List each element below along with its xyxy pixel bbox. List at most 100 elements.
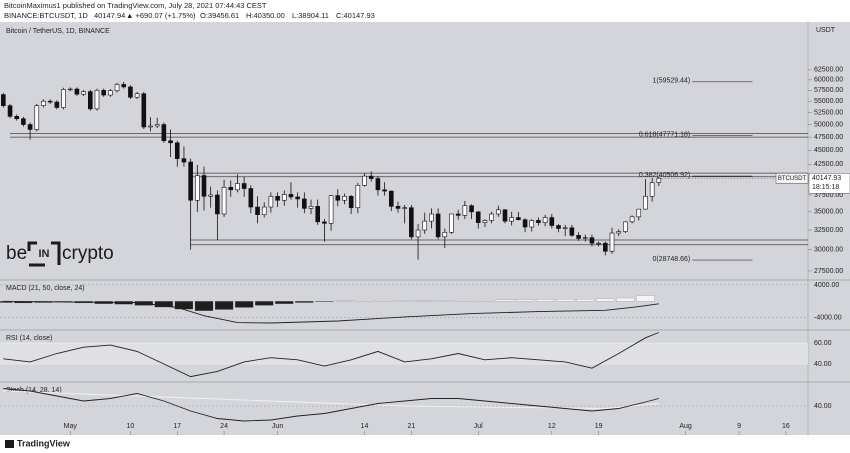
candle-body [442, 231, 448, 238]
indicator-title: MACD (21, 50, close, 24) [6, 285, 85, 292]
header-close: C:40147.93 [336, 11, 375, 20]
candle-body [161, 124, 167, 142]
histogram-bar [214, 301, 234, 310]
y-tick-label: 27500.00 [814, 268, 843, 275]
header-change: ▲ +690.07 (+1.75%) [126, 11, 196, 20]
candle-body [348, 195, 354, 209]
x-tick-label: 24 [220, 423, 228, 430]
y-tick-label: 42500.00 [814, 161, 843, 168]
header-symbol: BINANCE:BTCUSDT, 1D [4, 11, 88, 20]
candle-body [114, 84, 120, 92]
y-tick-label: 52500.00 [814, 109, 843, 116]
candle-body [7, 105, 13, 117]
candle-body [215, 194, 220, 215]
y-tick-label: 32500.00 [814, 227, 843, 234]
footer-bar [0, 435, 850, 453]
candle-body [27, 124, 33, 130]
candle-body [94, 90, 100, 110]
watermark-bracket [27, 241, 61, 267]
fib-label: 0(28748.66) [653, 256, 691, 263]
histogram-bar [255, 301, 274, 306]
y-tick-label: 50000.00 [814, 121, 843, 128]
candle-body [429, 213, 434, 222]
candle-body [395, 206, 401, 209]
candle-body [342, 195, 347, 201]
candle-body [54, 101, 60, 108]
candle-body [536, 220, 541, 223]
candle-body [221, 186, 227, 215]
candle-body [562, 227, 568, 229]
x-tick-label: 21 [407, 423, 415, 430]
y-tick-label: 60000.00 [814, 77, 843, 84]
candle-body [455, 213, 461, 216]
fib-label: 0.618(47771.18) [639, 132, 690, 139]
indicator-tick-label: 40.00 [814, 361, 832, 368]
x-tick-label: 12 [548, 423, 556, 430]
candle-body [335, 195, 341, 201]
histogram-bar [295, 301, 314, 303]
candle-body [61, 89, 66, 108]
indicator-line [3, 332, 659, 378]
histogram-bar [636, 295, 655, 302]
indicator-tick-label: 60.00 [814, 340, 832, 347]
candle-body [589, 237, 595, 244]
candle-body [482, 220, 488, 223]
x-tick-label: 14 [361, 423, 369, 430]
candle-body [21, 118, 26, 125]
header-high: H:40350.00 [246, 11, 285, 20]
y-tick-label: 62500.00 [814, 67, 843, 74]
header-low: L:38904.11 [292, 11, 329, 20]
candle-body [1, 94, 6, 106]
candle-body [415, 229, 421, 238]
candle-body [516, 217, 521, 220]
candle-body [409, 207, 414, 238]
histogram-bar [556, 299, 575, 302]
candle-body [469, 205, 474, 213]
candle-body [576, 235, 581, 239]
histogram-bar [395, 300, 414, 302]
candle-body [302, 198, 307, 209]
y-tick-label: 35000.00 [814, 209, 843, 216]
candle-body [475, 211, 481, 223]
symbol-tag [775, 173, 809, 184]
candle-body [355, 185, 361, 209]
candle-body [596, 242, 601, 245]
fib-label: 1(59529.44) [653, 78, 691, 85]
candle-body [623, 221, 628, 232]
candle-body [154, 124, 160, 127]
candle-body [556, 225, 561, 229]
watermark: be IN crypto [6, 241, 114, 267]
candle-body [188, 161, 193, 201]
candle-body [322, 221, 327, 224]
x-tick-label: Jul [474, 423, 483, 430]
indicator-band [0, 343, 808, 365]
candle-body [74, 88, 80, 95]
symbol-label: BTCUSDT [778, 176, 807, 182]
x-tick-label: 16 [782, 423, 790, 430]
x-tick-label: Aug [679, 423, 692, 430]
candle-body [616, 231, 622, 234]
candle-body [67, 88, 73, 91]
candle-body [308, 206, 314, 209]
x-tick-label: 19 [595, 423, 603, 430]
candle-body [643, 195, 648, 210]
candle-body [241, 183, 247, 189]
candle-body [14, 116, 20, 120]
fib-label: 0.382(40506.92) [639, 172, 690, 179]
candle-body [569, 227, 575, 236]
candle-body [128, 86, 133, 98]
candle-body [87, 91, 93, 110]
candle-body [208, 194, 213, 197]
candle-body [509, 217, 514, 222]
candle-body [462, 205, 468, 216]
candle-body [134, 93, 140, 98]
histogram-bar [495, 299, 515, 302]
candle-body [174, 142, 180, 159]
candle-body [41, 100, 46, 106]
header-last: 40147.94 [94, 11, 125, 20]
candle-body [235, 183, 240, 191]
candle-body [582, 237, 588, 239]
candle-body [368, 175, 374, 179]
header-open: O:39456.61 [200, 11, 239, 20]
indicator-line [3, 300, 659, 324]
